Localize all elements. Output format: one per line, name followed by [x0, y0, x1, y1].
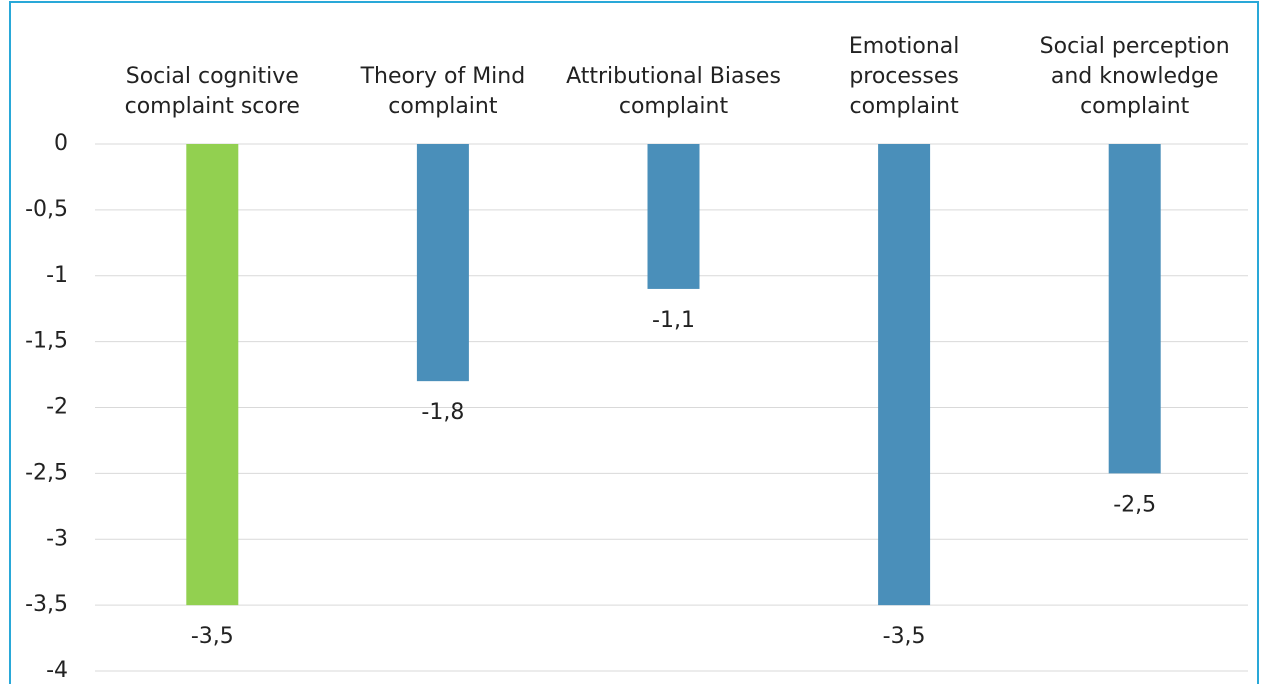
- x-tick-label: Theory of Mind complaint: [360, 64, 526, 119]
- y-tick-label: -3: [46, 526, 68, 551]
- bar: [647, 144, 700, 289]
- bar: [416, 144, 469, 382]
- x-tick-label: Emotional processes complaint: [848, 34, 960, 119]
- y-tick-label: -3,5: [25, 592, 68, 617]
- y-tick-label: -4: [46, 658, 68, 683]
- data-label: -1,8: [421, 400, 464, 425]
- y-tick-label: -1,5: [25, 329, 68, 354]
- y-tick-label: -2: [46, 395, 68, 420]
- bar: [878, 144, 931, 606]
- y-tick-label: -0,5: [25, 197, 68, 222]
- y-tick-label: 0: [54, 131, 68, 156]
- bar: [1108, 144, 1161, 474]
- x-tick-label: Social perception and knowledge complain…: [1039, 34, 1230, 119]
- x-tick-label: Attributional Biases complaint: [566, 64, 781, 119]
- chart-border: [9, 1, 1259, 684]
- data-label: -1,1: [652, 308, 695, 333]
- y-tick-label: -2,5: [25, 460, 68, 485]
- bar: [186, 144, 239, 606]
- data-label: -2,5: [1113, 492, 1156, 517]
- y-tick-label: -1: [46, 263, 68, 288]
- x-tick-label: Social cognitive complaint score: [124, 64, 300, 119]
- data-label: -3,5: [883, 624, 926, 649]
- data-label: -3,5: [191, 624, 234, 649]
